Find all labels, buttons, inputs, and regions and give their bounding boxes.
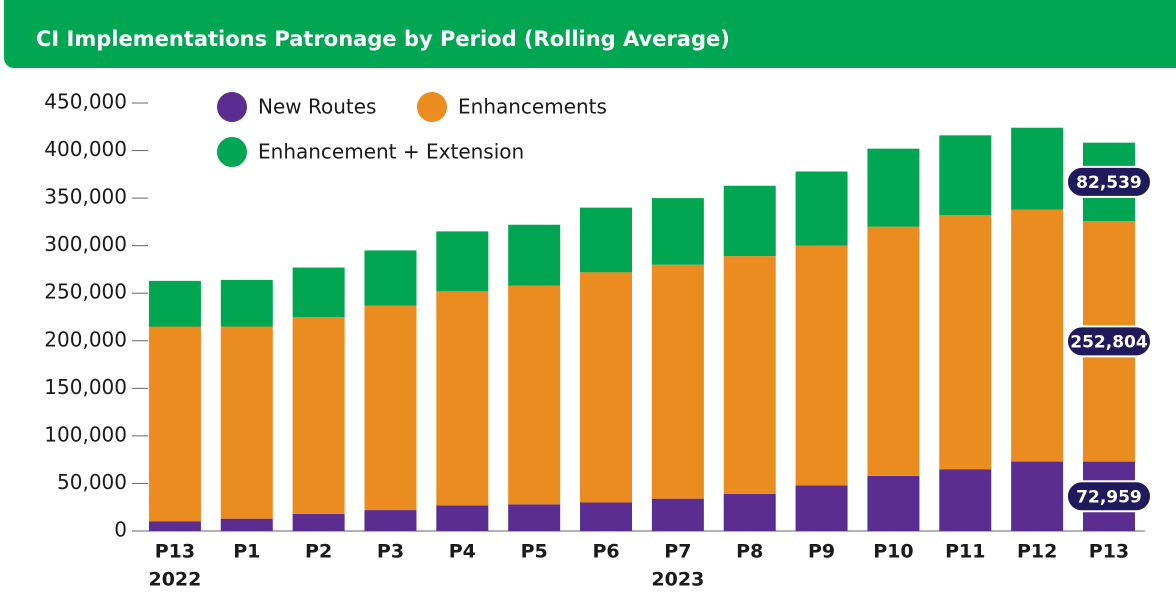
y-tick-label: 300,000 (44, 232, 127, 256)
bar-segment (220, 518, 273, 531)
bar-segment (1011, 127, 1064, 210)
bar-segment (795, 245, 848, 486)
x-tick-label: P1 (233, 541, 260, 563)
legend-swatch (217, 92, 247, 122)
x-tick-label: P9 (808, 541, 835, 563)
x-tick-label: P3 (377, 541, 404, 563)
bar-segment (580, 272, 633, 503)
year-label: 2023 (651, 569, 704, 591)
bar-segment (436, 231, 489, 292)
bar-segment (867, 226, 920, 476)
y-tick-label: 400,000 (44, 137, 127, 161)
bar-segment (364, 250, 417, 306)
bar-segment (508, 285, 561, 505)
bar-segment (580, 502, 633, 531)
bar-segment (939, 215, 992, 470)
legend-swatch (217, 137, 247, 167)
x-tick-label: P13 (1089, 541, 1129, 563)
legend-label: Enhancements (458, 95, 607, 119)
y-tick-label: 350,000 (44, 185, 127, 209)
bar-segment (795, 485, 848, 531)
bar-segment (651, 498, 704, 531)
bar-segment (508, 224, 561, 286)
bar-segment (939, 135, 992, 216)
bar-segment (148, 521, 201, 531)
value-label-pill (1065, 325, 1152, 358)
bar-segment (867, 475, 920, 531)
bar-segment (723, 493, 776, 531)
bar-segment (795, 171, 848, 246)
y-tick-label: 450,000 (44, 90, 127, 114)
bar-segment (939, 469, 992, 531)
x-tick-label: P4 (449, 541, 476, 563)
year-label: 2022 (148, 569, 201, 591)
header-bar (4, 0, 1176, 68)
bar-segment (1011, 209, 1064, 462)
bar-segment (148, 326, 201, 522)
x-tick-label: P10 (873, 541, 913, 563)
bar-segment (651, 264, 704, 499)
x-tick-label: P2 (305, 541, 332, 563)
value-label: 72,959 (1076, 487, 1142, 507)
y-tick-label: 0 (114, 518, 127, 542)
value-label-pill (1065, 480, 1152, 513)
bar-segment (436, 291, 489, 506)
header-bar-edge (4, 0, 64, 20)
y-tick-label: 150,000 (44, 375, 127, 399)
bar-segment (436, 505, 489, 531)
header-bar-edge (1100, 0, 1176, 68)
x-tick-label: P5 (521, 541, 548, 563)
y-tick-label: 100,000 (44, 422, 127, 446)
y-tick-label: 200,000 (44, 327, 127, 351)
bar-segment (580, 207, 633, 273)
bar-segment (220, 279, 273, 327)
bar-segment (292, 317, 345, 514)
legend-label: New Routes (258, 95, 376, 119)
bar-segment (1011, 461, 1064, 531)
chart-title: CI Implementations Patronage by Period (… (36, 27, 730, 51)
bar-segment (364, 305, 417, 511)
bar-segment (220, 326, 273, 519)
x-tick-label: P13 (155, 541, 195, 563)
x-tick-label: P12 (1017, 541, 1057, 563)
value-label: 82,539 (1076, 173, 1142, 193)
x-tick-label: P8 (736, 541, 763, 563)
y-tick-label: 250,000 (44, 280, 127, 304)
x-tick-label: P7 (664, 541, 691, 563)
bar-segment (867, 148, 920, 227)
bar-segment (292, 513, 345, 531)
value-label: 252,804 (1070, 332, 1148, 352)
bar-segment (508, 504, 561, 531)
x-tick-label: P6 (592, 541, 619, 563)
legend-swatch (417, 92, 447, 122)
bar-segment (292, 267, 345, 317)
legend-label: Enhancement + Extension (258, 140, 524, 164)
bar-segment (364, 510, 417, 531)
bar-segment (148, 280, 201, 327)
x-tick-label: P11 (945, 541, 985, 563)
value-label-pill (1065, 165, 1152, 198)
bar-segment (651, 198, 704, 265)
y-tick-label: 50,000 (57, 470, 127, 494)
bar-segment (723, 185, 776, 257)
bar-segment (723, 256, 776, 494)
